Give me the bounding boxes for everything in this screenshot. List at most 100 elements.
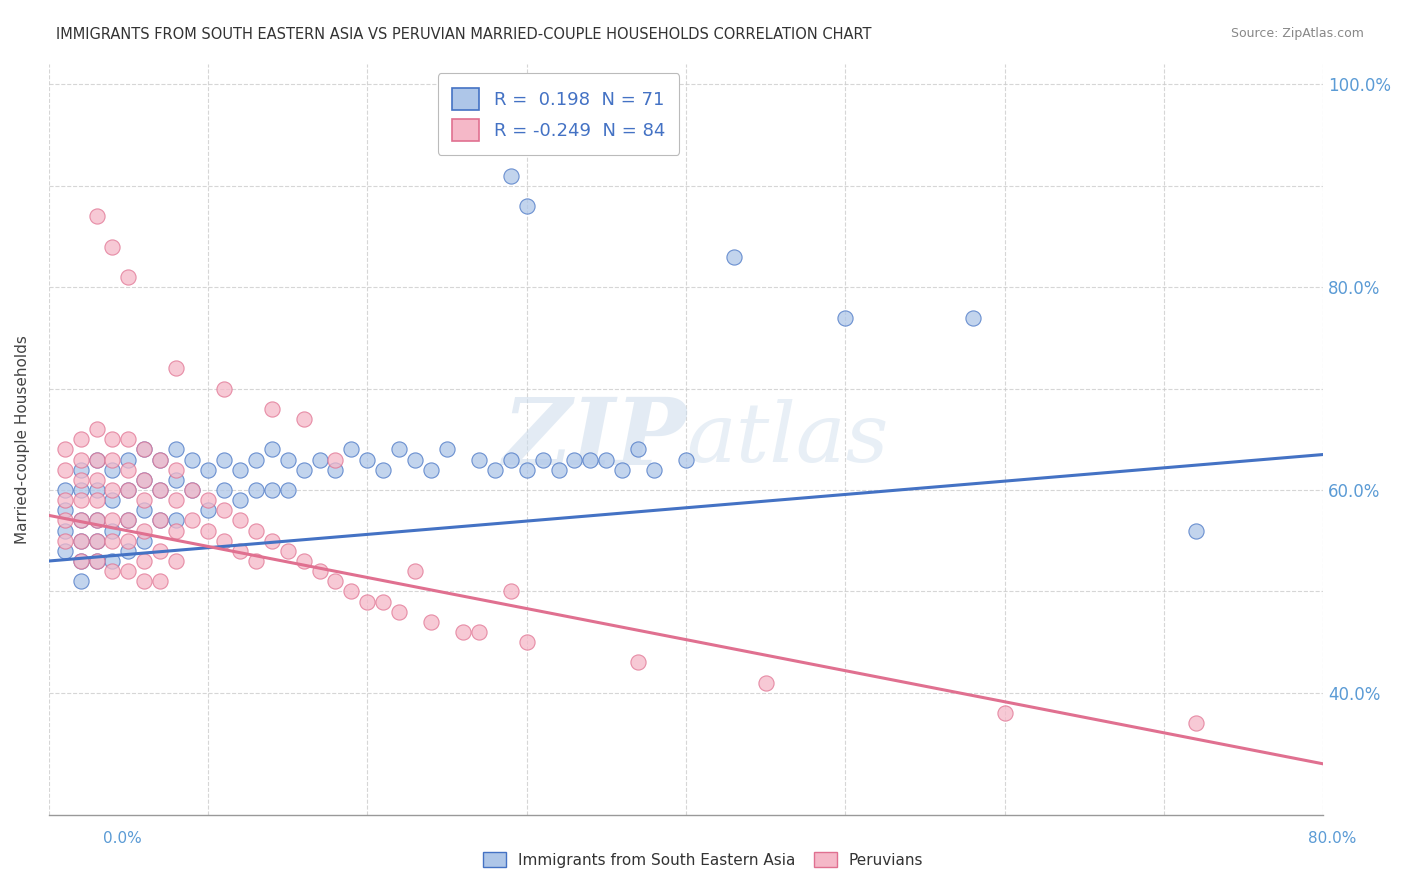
Point [245,452,267,467]
Point [404,452,426,467]
Point [468,625,491,640]
Point [675,452,697,467]
Point [212,382,235,396]
Point [165,473,187,487]
Point [117,564,139,578]
Point [117,483,139,497]
Point [53,493,76,508]
Point [69,513,91,527]
Point [53,463,76,477]
Point [308,564,330,578]
Point [373,594,395,608]
Point [292,554,315,568]
Point [260,533,283,548]
Point [197,524,219,538]
Point [627,442,650,457]
Point [499,452,522,467]
Point [388,442,411,457]
Point [86,513,108,527]
Point [86,452,108,467]
Point [117,513,139,527]
Point [420,615,443,629]
Point [564,452,586,467]
Point [69,463,91,477]
Point [627,656,650,670]
Point [134,554,156,568]
Point [165,463,187,477]
Point [356,452,378,467]
Point [212,503,235,517]
Point [1184,524,1206,538]
Point [86,533,108,548]
Point [69,533,91,548]
Point [101,533,124,548]
Point [212,533,235,548]
Point [134,574,156,589]
Legend: Immigrants from South Eastern Asia, Peruvians: Immigrants from South Eastern Asia, Peru… [477,846,929,873]
Point [86,452,108,467]
Point [149,574,172,589]
Point [516,199,538,213]
Point [53,442,76,457]
Point [993,706,1015,720]
Point [436,442,458,457]
Point [245,554,267,568]
Point [516,463,538,477]
Point [308,452,330,467]
Point [69,483,91,497]
Point [134,442,156,457]
Point [101,239,124,253]
Point [86,554,108,568]
Point [165,554,187,568]
Point [165,524,187,538]
Point [86,483,108,497]
Point [149,452,172,467]
Point [420,463,443,477]
Point [117,463,139,477]
Point [149,544,172,558]
Point [117,513,139,527]
Point [86,422,108,436]
Point [134,473,156,487]
Point [181,513,204,527]
Point [531,452,554,467]
Point [53,483,76,497]
Point [101,524,124,538]
Point [373,463,395,477]
Point [1184,716,1206,731]
Point [165,493,187,508]
Point [86,554,108,568]
Point [292,412,315,426]
Point [165,361,187,376]
Text: ZIP: ZIP [502,394,686,484]
Point [260,483,283,497]
Point [292,463,315,477]
Point [134,493,156,508]
Text: IMMIGRANTS FROM SOUTH EASTERN ASIA VS PERUVIAN MARRIED-COUPLE HOUSEHOLDS CORRELA: IMMIGRANTS FROM SOUTH EASTERN ASIA VS PE… [56,27,872,42]
Point [69,433,91,447]
Point [325,574,347,589]
Text: Source: ZipAtlas.com: Source: ZipAtlas.com [1230,27,1364,40]
Point [134,473,156,487]
Point [595,452,617,467]
Point [117,270,139,285]
Point [277,452,299,467]
Point [69,452,91,467]
Point [451,625,474,640]
Point [117,452,139,467]
Point [134,533,156,548]
Point [101,564,124,578]
Point [101,513,124,527]
Point [86,209,108,223]
Y-axis label: Married-couple Households: Married-couple Households [15,334,30,544]
Point [547,463,569,477]
Point [197,503,219,517]
Point [340,584,363,599]
Point [53,533,76,548]
Point [165,513,187,527]
Legend: R =  0.198  N = 71, R = -0.249  N = 84: R = 0.198 N = 71, R = -0.249 N = 84 [437,73,679,155]
Point [117,544,139,558]
Point [69,533,91,548]
Point [277,483,299,497]
Point [149,452,172,467]
